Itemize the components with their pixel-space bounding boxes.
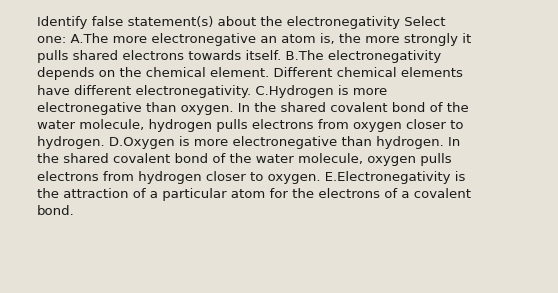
Text: Identify false statement(s) about the electronegativity Select
one: A.The more e: Identify false statement(s) about the el…: [37, 16, 472, 218]
